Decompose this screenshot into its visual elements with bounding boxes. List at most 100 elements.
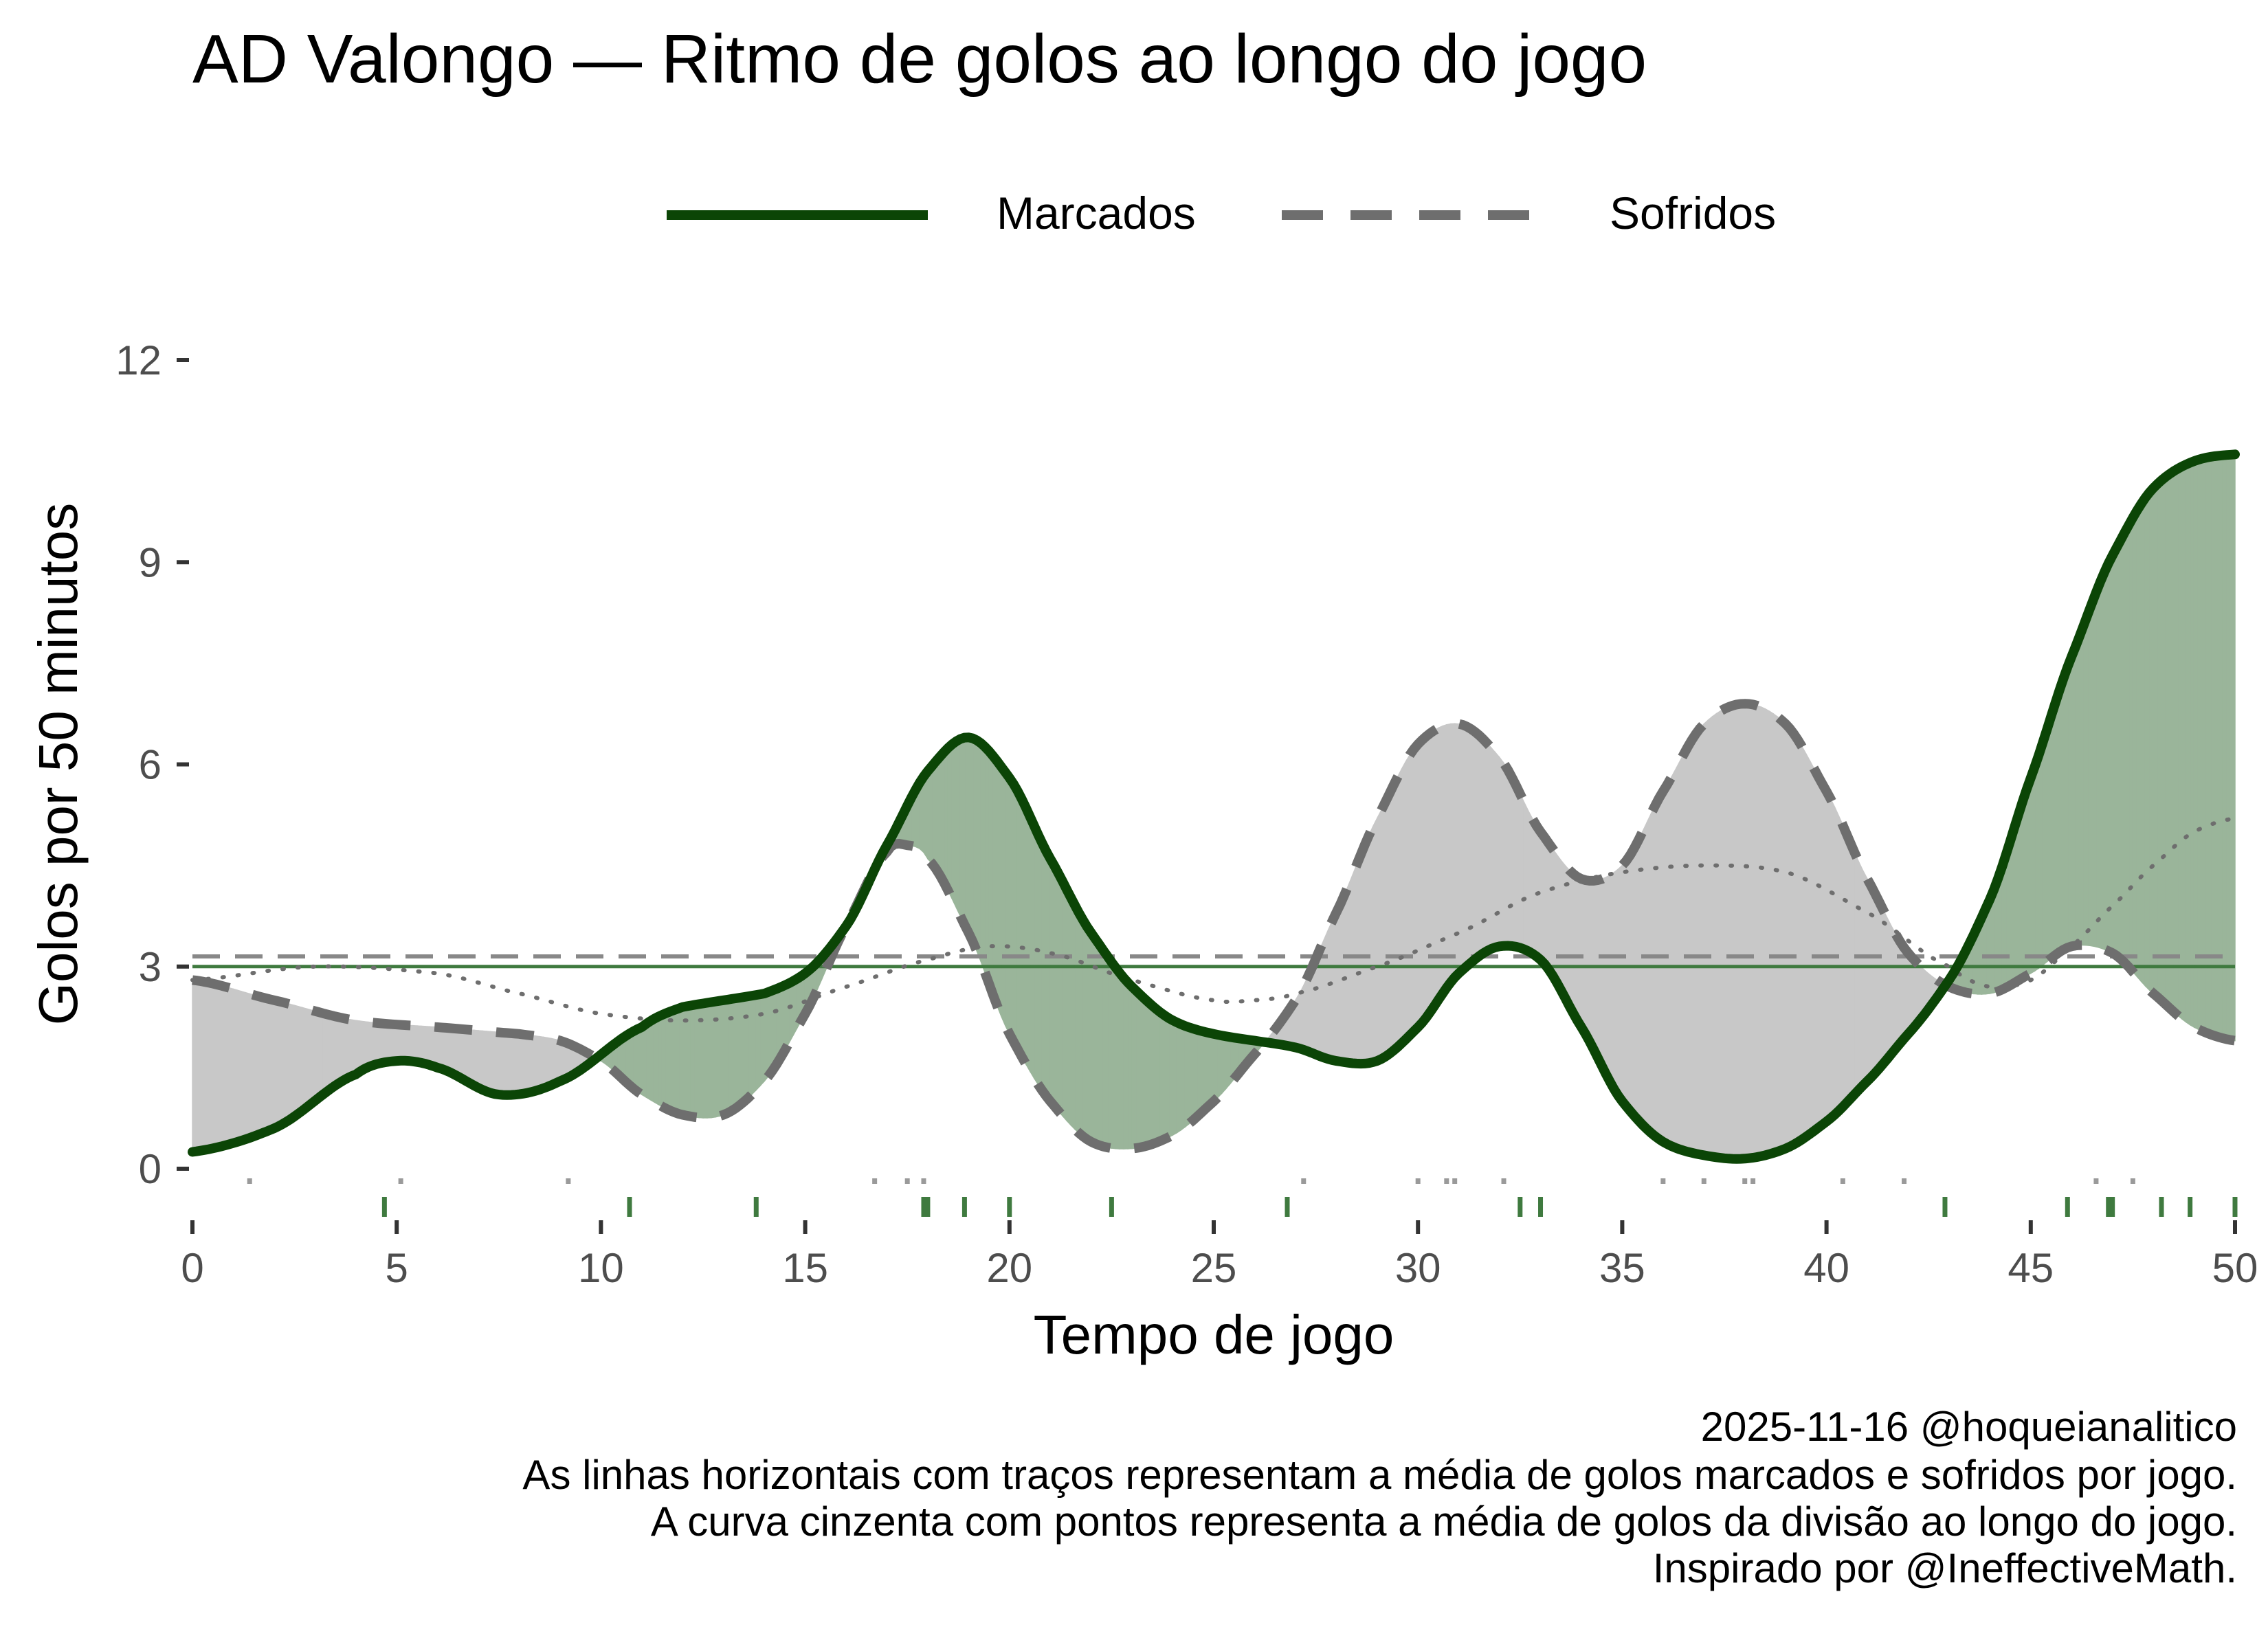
fill-marcados-above xyxy=(743,996,749,1103)
fill-marcados-above xyxy=(984,745,990,985)
fill-marcados-above xyxy=(2161,475,2166,1006)
fill-sofridos-above xyxy=(1891,926,1897,1055)
y-tick-label: 6 xyxy=(139,742,162,788)
fill-marcados-above xyxy=(2148,486,2154,995)
fill-sofridos-above xyxy=(1834,807,1840,1117)
fill-sofridos-above xyxy=(1801,744,1807,1141)
fill-marcados-above xyxy=(1180,1023,1186,1132)
fill-marcados-above xyxy=(1115,966,1121,1149)
fill-marcados-above xyxy=(747,995,753,1099)
fill-marcados-above xyxy=(940,750,945,885)
fill-sofridos-above xyxy=(1507,770,1513,947)
fill-sofridos-above xyxy=(1724,706,1729,1160)
fill-sofridos-above xyxy=(1858,862,1864,1091)
fill-sofridos-above xyxy=(1442,723,1447,996)
fill-marcados-above xyxy=(1029,816,1035,1080)
fill-marcados-above xyxy=(739,996,745,1107)
fill-sofridos-above xyxy=(1491,746,1496,950)
fill-sofridos-above xyxy=(351,1019,357,1077)
fill-sofridos-above xyxy=(1454,723,1460,979)
fill-marcados-above xyxy=(1033,825,1039,1086)
fill-sofridos-above xyxy=(1846,834,1852,1104)
fill-marcados-above xyxy=(1062,881,1067,1122)
fill-sofridos-above xyxy=(208,982,214,1150)
fill-sofridos-above xyxy=(396,1024,401,1062)
fill-marcados-above xyxy=(1037,834,1043,1092)
fill-marcados-above xyxy=(2205,456,2212,1035)
fill-marcados-above xyxy=(2201,457,2208,1034)
fill-sofridos-above xyxy=(506,1032,512,1096)
legend: Marcados Sofridos xyxy=(667,188,1776,238)
fill-sofridos-above xyxy=(514,1033,520,1096)
fill-sofridos-above xyxy=(1667,775,1672,1147)
fill-sofridos-above xyxy=(1715,710,1721,1158)
fill-sofridos-above xyxy=(1678,754,1685,1152)
fill-marcados-above xyxy=(1082,918,1088,1141)
fill-marcados-above xyxy=(649,1018,655,1103)
fill-sofridos-above xyxy=(1744,703,1750,1160)
fill-sofridos-above xyxy=(1654,798,1660,1141)
fill-marcados-above xyxy=(968,737,974,942)
fill-sofridos-above xyxy=(228,987,234,1145)
fill-marcados-above xyxy=(690,1004,696,1118)
fill-sofridos-above xyxy=(482,1030,487,1092)
fill-sofridos-above xyxy=(1630,845,1635,1118)
fill-marcados-above xyxy=(2042,728,2048,966)
fill-marcados-above xyxy=(2107,555,2113,954)
sofridos-line xyxy=(192,699,2236,1154)
fill-sofridos-above xyxy=(1895,932,1901,1050)
fill-sofridos-above xyxy=(1450,723,1456,984)
fill-marcados-above xyxy=(784,982,790,1053)
x-tick-label: 25 xyxy=(1191,1245,1237,1291)
fill-marcados-above xyxy=(1156,1008,1161,1144)
fill-sofridos-above xyxy=(1785,722,1790,1149)
fill-marcados-above xyxy=(2038,741,2044,969)
fill-sofridos-above xyxy=(1850,844,1856,1100)
fill-sofridos-above xyxy=(1413,743,1419,1033)
fill-marcados-above xyxy=(1148,1001,1153,1147)
fill-sofridos-above xyxy=(1425,732,1431,1020)
fill-sofridos-above xyxy=(539,1035,544,1090)
fill-sofridos-above xyxy=(220,985,226,1147)
fill-marcados-above xyxy=(2100,572,2105,950)
fill-marcados-above xyxy=(2022,789,2027,979)
fill-marcados-above xyxy=(682,1005,687,1117)
y-axis-title: Golos por 50 minutos xyxy=(27,503,89,1025)
fill-marcados-above xyxy=(2177,465,2183,1020)
fill-marcados-above xyxy=(2067,656,2072,949)
caption-line: Inspirado por @IneffectiveMath. xyxy=(1653,1545,2237,1591)
fill-sofridos-above xyxy=(1817,776,1823,1129)
fill-sofridos-above xyxy=(1777,715,1782,1153)
fill-sofridos-above xyxy=(1462,723,1468,971)
fill-sofridos-above xyxy=(274,999,279,1130)
fill-sofridos-above xyxy=(232,988,238,1144)
fill-sofridos-above xyxy=(1609,871,1615,1091)
y-tick-label: 12 xyxy=(115,337,162,383)
fill-sofridos-above xyxy=(1703,719,1709,1157)
fill-sofridos-above xyxy=(1572,873,1578,1023)
fill-marcados-above xyxy=(2050,703,2056,960)
fill-marcados-above xyxy=(678,1006,684,1116)
fill-sofridos-above xyxy=(1556,853,1561,991)
fill-sofridos-above xyxy=(1830,798,1836,1120)
fill-marcados-above xyxy=(2083,614,2089,946)
caption-line: 2025-11-16 @hoqueianalitico xyxy=(1701,1404,2237,1450)
fill-marcados-above xyxy=(2124,524,2130,969)
fill-marcados-above xyxy=(1045,851,1051,1103)
fill-marcados-above xyxy=(1009,776,1014,1042)
fill-marcados-above xyxy=(726,998,733,1114)
fill-sofridos-above xyxy=(1691,732,1697,1154)
fill-sofridos-above xyxy=(196,980,201,1152)
fill-marcados-above xyxy=(1074,905,1080,1134)
fill-marcados-above xyxy=(735,997,741,1110)
fill-marcados-above xyxy=(2063,666,2069,951)
fill-sofridos-above xyxy=(204,981,210,1151)
fill-sofridos-above xyxy=(1474,730,1480,961)
fill-sofridos-above xyxy=(306,1008,312,1109)
fill-sofridos-above xyxy=(1867,878,1872,1083)
fill-marcados-above xyxy=(959,737,966,926)
fill-marcados-above xyxy=(988,750,994,996)
y-tick-label: 3 xyxy=(139,944,162,990)
fill-sofridos-above xyxy=(1605,874,1611,1082)
fill-marcados-above xyxy=(2054,690,2060,956)
